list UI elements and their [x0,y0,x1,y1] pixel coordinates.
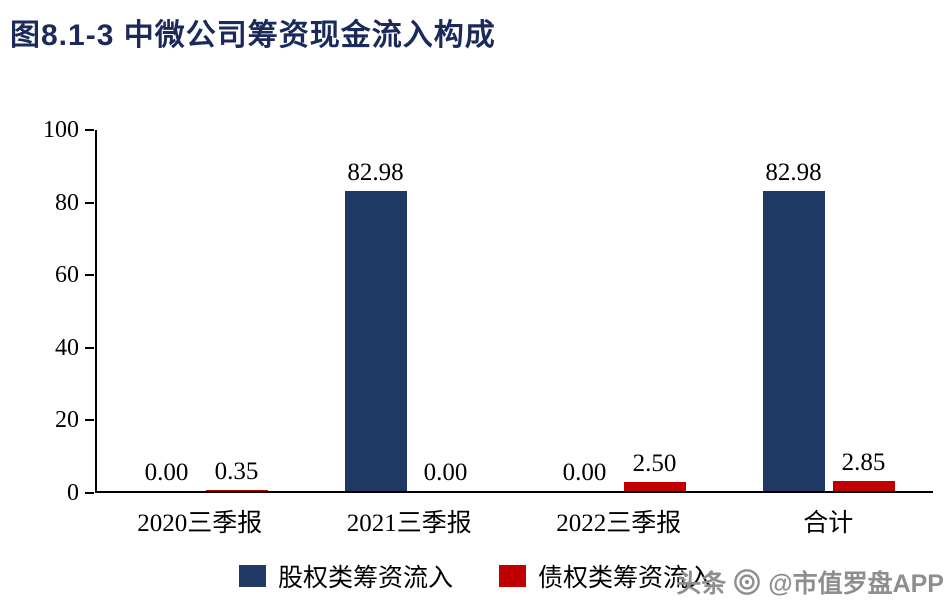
x-axis-label: 2021三季报 [346,510,472,537]
legend-label: 股权类筹资流入 [277,564,453,592]
toutiao-logo-icon [733,568,761,596]
x-axis-label: 2022三季报 [556,510,682,537]
bar-slot: 82.98 [344,130,407,491]
y-tick-label: 40 [55,334,79,361]
y-tick-label: 80 [55,189,79,216]
bar-slot: 2.85 [832,130,895,491]
bar-slot: 0.35 [205,130,268,491]
bar [205,489,268,491]
watermark: 头条 @市值罗盘APP [676,564,944,600]
y-tick-label: 0 [67,480,79,506]
bar-value-label: 82.98 [347,159,404,187]
x-axis-label: 合计 [803,510,854,537]
x-axis-label: 2020三季报 [137,510,263,537]
legend-label: 债权类筹资流入 [538,564,714,592]
y-axis: 0 20 40 60 80 100 [0,118,94,505]
bar-slot: 0.00 [554,130,616,491]
y-tick-mark [85,346,94,349]
bar-group: 0.00 0.35 [97,130,306,491]
y-tick: 40 [55,336,94,360]
bar-value-label: 2.50 [632,449,677,477]
y-tick-label: 20 [55,407,79,434]
bar-value-label: 0.00 [562,459,607,486]
y-tick-mark [85,201,94,204]
bar-slot: 0.00 [415,130,477,491]
bar [344,191,407,491]
y-tick: 0 [67,481,94,505]
plot: 0.00 0.35 82.98 0.00 0.00 2.50 82.98 2.85 [95,130,933,493]
watermark-handle: @市值罗盘APP [768,570,944,598]
y-tick: 100 [43,118,94,142]
bar-group: 82.98 2.85 [724,130,933,491]
bar-slot: 2.50 [623,130,686,491]
bar-value-label: 0.00 [144,459,189,486]
y-tick-mark [85,129,94,131]
bar-value-label: 82.98 [765,159,822,187]
y-tick-label: 60 [55,262,79,289]
legend-item: 股权类筹资流入 [238,558,453,594]
bar-slot: 0.00 [136,130,198,491]
y-tick-mark [85,274,94,277]
y-tick-label: 100 [43,117,79,143]
y-tick-mark [85,492,94,494]
bar [623,481,686,491]
chart-title: 图8.1-3 中微公司筹资现金流入构成 [10,19,496,52]
bar-slot: 82.98 [762,130,825,491]
legend: 股权类筹资流入 债权类筹资流入 [0,558,952,594]
bar-value-label: 2.85 [841,448,886,476]
y-tick: 60 [55,263,94,287]
bar-value-label: 0.00 [423,459,468,486]
y-tick-mark [85,419,94,422]
bar [762,191,825,491]
y-tick: 80 [55,191,94,215]
bar-value-label: 0.35 [214,457,259,485]
y-tick: 20 [55,408,94,432]
bar-group: 0.00 2.50 [515,130,724,491]
x-axis-labels: 2020三季报 2021三季报 2022三季报 合计 [95,503,933,539]
legend-item: 债权类筹资流入 [499,558,713,594]
bar-group: 82.98 0.00 [306,130,515,491]
bar [832,480,895,491]
legend-swatch-icon [499,565,526,587]
watermark-prefix: 头条 [676,570,727,598]
legend-swatch-icon [238,565,266,587]
